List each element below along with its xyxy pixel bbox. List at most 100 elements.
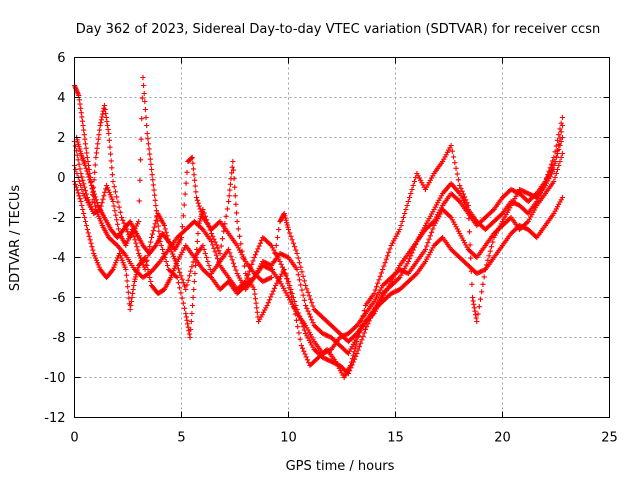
data-point: [75, 139, 81, 145]
data-point: [134, 267, 141, 273]
data-point: [185, 324, 191, 330]
data-point: [465, 202, 471, 209]
data-point: [92, 253, 98, 259]
data-point: [459, 188, 465, 194]
data-point: [284, 276, 290, 282]
data-point: [302, 351, 308, 357]
data-point: [91, 191, 97, 197]
data-point: [187, 334, 193, 341]
data-point: [81, 214, 88, 221]
data-point: [120, 217, 126, 223]
data-point: [290, 240, 296, 246]
data-point: [109, 165, 115, 171]
data-point: [159, 246, 166, 253]
data-point: [172, 263, 178, 269]
data-point: [185, 321, 191, 327]
x-tick-labels: 0 5 10 15 20 25: [70, 431, 617, 446]
data-point: [207, 266, 213, 273]
data-point: [355, 347, 361, 353]
data-point: [301, 348, 307, 354]
data-point: [558, 138, 564, 145]
data-point: [230, 158, 236, 165]
data-point: [257, 240, 263, 246]
data-point: [383, 256, 389, 262]
data-point: [200, 242, 206, 249]
data-point: [399, 218, 405, 225]
data-point: [476, 304, 482, 310]
data-point: [114, 217, 120, 223]
data-point: [147, 244, 153, 250]
data-point: [81, 181, 87, 187]
data-point: [194, 246, 200, 253]
y-tick-label: -12: [44, 411, 65, 426]
data-point: [117, 253, 123, 259]
data-point: [409, 186, 415, 193]
data-point: [232, 184, 238, 190]
data-point: [84, 154, 90, 161]
data-point: [255, 246, 261, 252]
data-point: [189, 302, 196, 309]
data-point: [251, 254, 257, 261]
data-point: [546, 168, 552, 174]
data-point: [154, 213, 160, 219]
data-point: [93, 257, 100, 263]
data-point: [303, 302, 309, 309]
data-point: [233, 210, 240, 216]
data-point: [252, 291, 258, 297]
data-point: [428, 229, 435, 235]
data-point: [372, 287, 378, 293]
data-point: [254, 309, 260, 315]
data-point: [299, 345, 306, 351]
data-point: [76, 161, 82, 167]
data-point: [109, 268, 115, 274]
data-point: [233, 267, 239, 273]
data-point: [364, 324, 370, 330]
data-point: [76, 144, 82, 150]
data-point: [135, 247, 141, 253]
data-point: [271, 285, 278, 291]
data-point: [170, 270, 176, 276]
data-point: [116, 250, 123, 257]
data-point: [97, 218, 104, 224]
data-point: [386, 249, 392, 255]
data-point: [233, 201, 239, 207]
data-point: [298, 342, 304, 349]
data-point: [362, 326, 369, 333]
data-point: [142, 98, 148, 105]
data-point: [178, 234, 185, 241]
plot-frame: [74, 57, 610, 418]
data-point: [232, 193, 238, 199]
data-point: [190, 259, 196, 265]
data-point: [148, 234, 155, 241]
data-point: [205, 258, 211, 265]
data-point: [183, 180, 189, 186]
data-point: [278, 261, 284, 267]
data-point: [191, 286, 197, 293]
data-point: [296, 330, 302, 336]
data-point: [79, 118, 86, 124]
data-point: [229, 164, 235, 170]
data-point: [289, 237, 295, 243]
data-point: [115, 221, 121, 227]
data-point: [353, 342, 359, 348]
data-point: [102, 106, 108, 113]
data-point: [96, 213, 102, 219]
data-point: [89, 199, 95, 205]
data-point: [82, 162, 88, 169]
data-point: [136, 218, 142, 225]
data-point: [137, 177, 143, 183]
data-point: [225, 198, 232, 205]
data-point: [184, 282, 190, 288]
data-point: [229, 257, 235, 263]
data-point: [79, 174, 85, 180]
data-point: [232, 264, 238, 270]
data-point: [249, 261, 255, 267]
data-point: [212, 239, 218, 245]
data-point: [556, 132, 562, 138]
data-point: [202, 213, 208, 219]
data-point: [402, 210, 408, 217]
data-point: [291, 305, 297, 311]
data-point: [469, 281, 475, 287]
data-point: [133, 272, 139, 278]
